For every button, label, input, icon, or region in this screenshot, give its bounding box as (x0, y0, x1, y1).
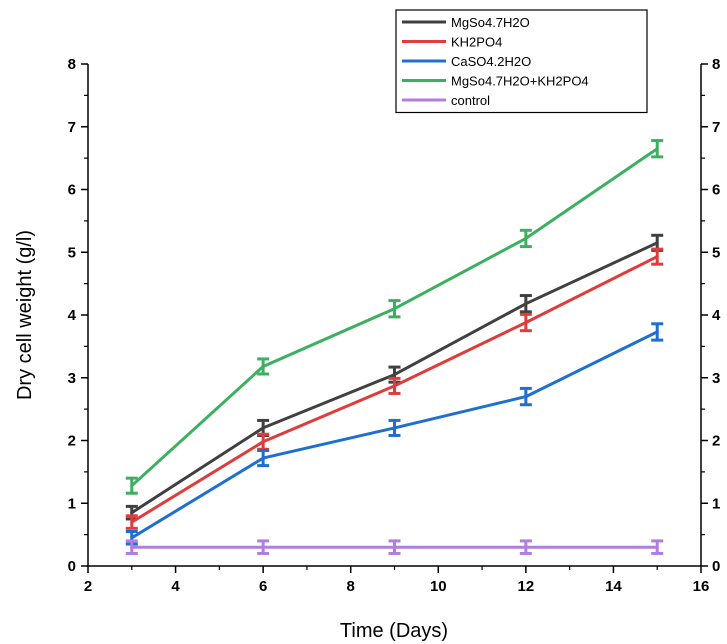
legend-item: MgSo4.7H2O+KH2PO4 (402, 74, 589, 89)
y-tick-label: 0 (68, 558, 76, 575)
series-4 (125, 539, 664, 555)
data-point (655, 147, 659, 151)
data-point (393, 384, 396, 388)
legend-label: control (451, 93, 490, 108)
data-point (655, 241, 659, 245)
legend-label: KH2PO4 (451, 35, 502, 50)
right-y-tick-label: 6 (712, 182, 720, 199)
x-tick-label: 6 (259, 578, 267, 595)
series-3 (125, 139, 664, 495)
data-point (130, 520, 134, 524)
legend-item: control (402, 93, 490, 108)
right-y-tick-label: 4 (712, 307, 721, 324)
error-bar (125, 539, 138, 555)
right-y-tick-label: 7 (712, 119, 720, 136)
error-bar (519, 228, 532, 249)
data-point (261, 545, 265, 549)
data-point (655, 330, 659, 334)
data-point (524, 302, 528, 306)
error-bar (257, 539, 270, 555)
x-tick-label: 8 (347, 578, 355, 595)
right-y-tick-label: 0 (712, 558, 720, 575)
x-tick-label: 4 (171, 578, 180, 595)
right-y-tick-label: 5 (712, 244, 720, 261)
error-bar (651, 322, 664, 342)
x-tick-label: 16 (693, 578, 710, 595)
error-bar (388, 299, 401, 319)
legend: MgSo4.7H2O KH2PO4 CaSO4.2H2O MgSo4.7H2O+KH2… (395, 9, 648, 114)
right-y-tick-label: 8 (712, 56, 720, 73)
x-axis-title: Time (Days) (340, 620, 448, 642)
error-bar (519, 539, 532, 555)
error-bar (388, 376, 401, 395)
x-tick-label: 12 (518, 578, 535, 595)
data-point (261, 426, 265, 430)
right-y-tick-label: 3 (712, 370, 720, 387)
y-tick-label: 7 (68, 119, 76, 136)
data-point (393, 307, 396, 311)
y-tick-label: 8 (68, 56, 76, 73)
error-bar (125, 514, 138, 530)
error-bar (388, 418, 401, 437)
right-y-tick-label: 1 (712, 495, 720, 512)
legend-label: MgSo4.7H2O (451, 15, 530, 30)
right-y-tick-label: 2 (712, 433, 720, 450)
legend-label: CaSO4.2H2O (451, 54, 531, 69)
error-bar (519, 294, 532, 314)
data-point (524, 321, 528, 325)
y-tick-label: 2 (68, 433, 76, 450)
data-point (261, 456, 265, 460)
error-bar (257, 449, 270, 468)
error-bar (651, 139, 664, 159)
y-tick-label: 3 (68, 370, 76, 387)
data-point (524, 236, 528, 240)
data-point (130, 536, 134, 540)
y-tick-label: 6 (68, 182, 76, 199)
error-bar (651, 247, 664, 266)
error-bar (125, 476, 138, 495)
data-point (524, 545, 528, 549)
x-tick-label: 14 (605, 578, 622, 595)
error-bar (651, 539, 664, 555)
legend-item: MgSo4.7H2O (402, 15, 530, 30)
error-bar (257, 357, 270, 376)
series-2 (125, 322, 664, 546)
data-point (393, 545, 396, 549)
y-tick-label: 4 (68, 307, 77, 324)
legend-label: MgSo4.7H2O+KH2PO4 (451, 74, 589, 89)
error-bar (519, 386, 532, 407)
data-point (655, 255, 659, 259)
series-1 (125, 247, 664, 530)
data-point (130, 511, 134, 515)
y-axis-title: Dry cell weight (g/l) (14, 230, 36, 400)
legend-item: KH2PO4 (402, 35, 502, 50)
x-tick-label: 10 (430, 578, 447, 595)
data-point (130, 545, 134, 549)
y-tick-label: 5 (68, 244, 76, 261)
error-bar (388, 539, 401, 555)
data-point (655, 545, 659, 549)
series-layer (125, 139, 664, 555)
x-tick-label: 2 (84, 578, 92, 595)
data-point (393, 373, 396, 377)
data-point (393, 426, 396, 430)
data-point (524, 395, 528, 399)
data-point (261, 440, 265, 444)
error-bar (519, 312, 532, 333)
data-point (130, 484, 134, 488)
legend-item: CaSO4.2H2O (402, 54, 531, 69)
y-tick-label: 1 (68, 495, 76, 512)
data-point (261, 364, 265, 368)
